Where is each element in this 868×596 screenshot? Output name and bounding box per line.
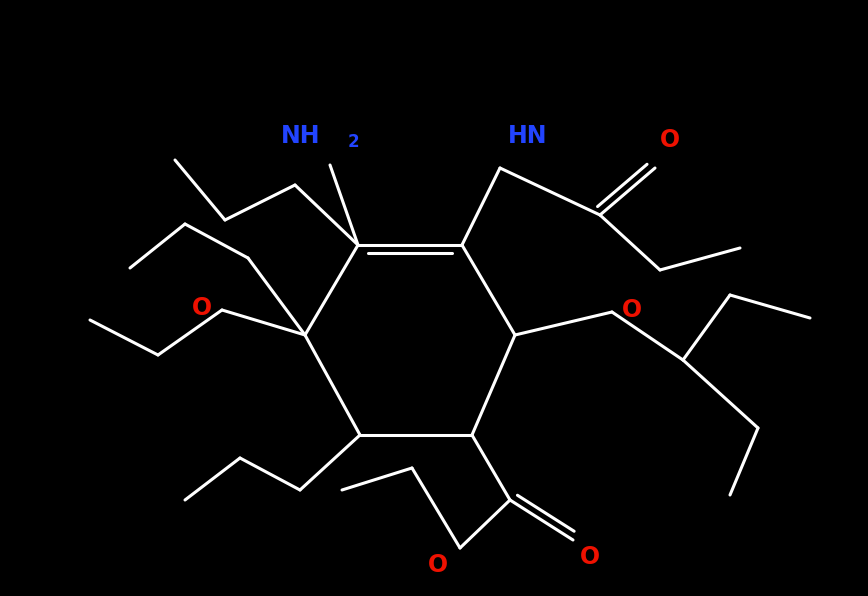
Text: NH: NH: [280, 124, 320, 148]
Text: O: O: [580, 545, 600, 569]
Text: HN: HN: [508, 124, 548, 148]
Text: O: O: [660, 128, 681, 152]
Text: O: O: [428, 553, 448, 577]
Text: O: O: [192, 296, 212, 320]
Text: O: O: [622, 298, 642, 322]
Text: 2: 2: [348, 133, 359, 151]
